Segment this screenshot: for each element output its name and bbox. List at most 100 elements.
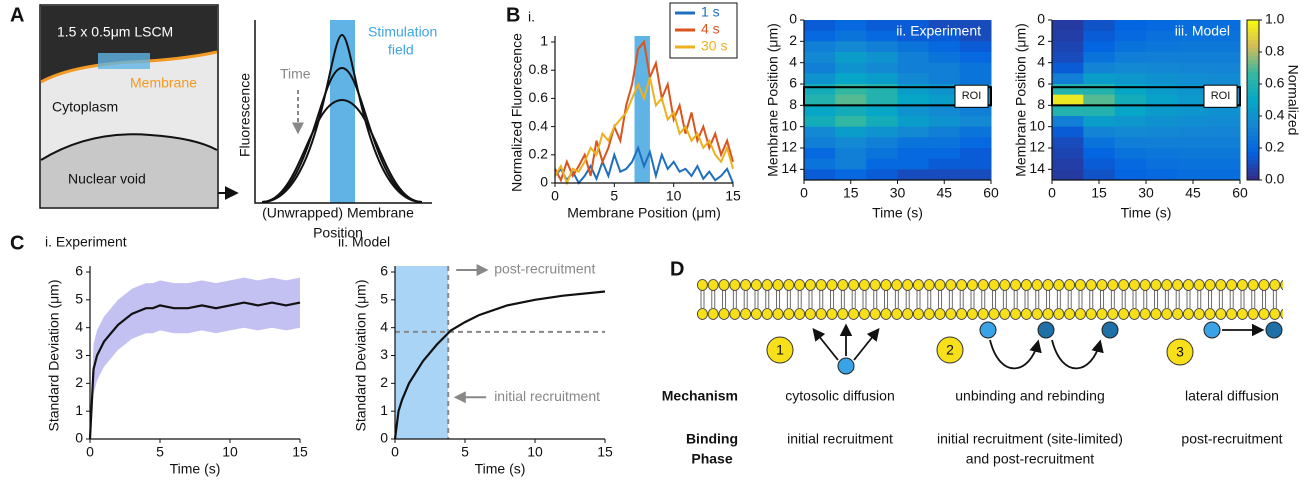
colorbar-step <box>1247 24 1259 29</box>
x-axis-label: Time (s) <box>872 205 923 221</box>
heatmap-cell <box>1083 127 1115 138</box>
colorbar-step <box>1247 152 1259 157</box>
heatmap-cell <box>898 84 930 95</box>
heatmap-cell <box>1209 63 1241 74</box>
colorbar-step <box>1247 136 1259 141</box>
heatmap-cell <box>866 127 898 138</box>
y-axis-label: Fluorescence <box>237 73 253 157</box>
colorbar-step <box>1247 80 1259 85</box>
heatmap-cell <box>1146 52 1178 63</box>
y-axis-label: Membrane Position (μm) <box>1013 23 1029 177</box>
heatmap-cell <box>804 20 836 31</box>
heatmap-cell <box>1146 63 1178 74</box>
field-label: Stimulation <box>368 24 437 40</box>
heatmap-cell <box>1083 84 1115 95</box>
heatmap-cell <box>866 105 898 116</box>
heatmap-cell <box>1177 63 1209 74</box>
colorbar-step <box>1247 128 1259 133</box>
colorbar-step <box>1247 68 1259 73</box>
chart: post-recruitmentinitial recruitment05101… <box>338 234 613 477</box>
y-tick-label: 1 <box>540 33 548 49</box>
heatmap-cell <box>866 52 898 63</box>
x-axis-label: Time (s) <box>1121 205 1172 221</box>
x-axis-label: Membrane Position (μm) <box>567 205 721 221</box>
heatmap-cell <box>1146 41 1178 52</box>
colorbar-tick-label: 0.8 <box>1265 43 1285 59</box>
heatmap-cell <box>1209 41 1241 52</box>
heatmap-cell <box>804 41 836 52</box>
heatmap-cell <box>1115 137 1147 148</box>
x-tick-label: 5 <box>461 444 469 460</box>
colorbar-step <box>1247 116 1259 121</box>
heatmap-cell <box>1115 95 1147 106</box>
annotation: post-recruitment <box>494 261 595 277</box>
heatmap-cell <box>1052 84 1084 95</box>
x-tick-label: 10 <box>222 444 238 460</box>
heatmap-cell <box>1083 169 1115 180</box>
heatmap-cell <box>804 116 836 127</box>
heatmap-cell <box>929 116 961 127</box>
heatmap-cell <box>960 137 992 148</box>
x-tick-label: 0 <box>551 188 559 204</box>
legend-label: 30 s <box>701 38 727 54</box>
y-tick-label: 6 <box>75 263 83 279</box>
heatmap-cell <box>898 52 930 63</box>
heatmap-cell <box>866 20 898 31</box>
heatmap-cell <box>1209 116 1241 127</box>
heatmap-cell <box>866 148 898 159</box>
y-tick-label: 2 <box>789 32 797 48</box>
chart-title: i. Experiment <box>45 234 127 250</box>
heatmap-cell <box>835 84 867 95</box>
x-tick-label: 0 <box>800 185 808 201</box>
heatmap-cell <box>1052 95 1084 106</box>
heatmap-cell <box>804 127 836 138</box>
heatmap-cell <box>866 63 898 74</box>
heatmap-cell <box>898 137 930 148</box>
colorbar-step <box>1247 36 1259 41</box>
heatmap-cell <box>1083 95 1115 106</box>
heatmap-cell <box>866 116 898 127</box>
heatmap-cell <box>929 169 961 180</box>
heatmap-cell <box>929 41 961 52</box>
phase: and post-recruitment <box>966 451 1095 467</box>
x-tick-label: 15 <box>292 444 308 460</box>
heatmap-cell <box>898 169 930 180</box>
row-header: Binding <box>686 431 738 447</box>
colorbar-step <box>1247 160 1259 165</box>
heatmap-cell <box>1146 31 1178 42</box>
heatmap-cell <box>835 63 867 74</box>
heatmap-cell <box>835 95 867 106</box>
y-tick-label: 4 <box>75 318 83 334</box>
membrane-label: Membrane <box>130 75 197 91</box>
colorbar-step <box>1247 76 1259 81</box>
heatmap-cell <box>1146 116 1178 127</box>
heatmap-cell <box>898 73 930 84</box>
heatmap-cell <box>835 169 867 180</box>
x-tick-label: 0 <box>1048 185 1056 201</box>
colorbar-step <box>1247 96 1259 101</box>
colorbar-step <box>1247 148 1259 153</box>
heatmap-cell <box>1083 148 1115 159</box>
heatmap-cell <box>804 31 836 42</box>
field-label: field <box>388 42 414 58</box>
panel-label: A <box>10 4 24 26</box>
heatmap-cell <box>929 73 961 84</box>
y-tick-label: 1 <box>380 402 388 418</box>
fluorescence-schematic: Time Stimulation field Fluorescence (Unw… <box>237 20 438 241</box>
heatmap-cell <box>1146 127 1178 138</box>
heatmap-cell <box>1177 137 1209 148</box>
y-tick-label: 2 <box>1037 32 1045 48</box>
heatmap-cell <box>960 52 992 63</box>
heatmap-cell <box>1177 127 1209 138</box>
heatmap-cell <box>898 148 930 159</box>
y-tick-label: 14 <box>781 160 797 176</box>
colorbar-step <box>1247 124 1259 129</box>
colorbar-step <box>1247 144 1259 149</box>
y-tick-label: 0.6 <box>529 89 549 105</box>
row-header: Mechanism <box>662 388 738 404</box>
heatmap-cell <box>866 41 898 52</box>
membrane-diagram: 1 2 3 <box>697 278 1283 374</box>
heatmap-cell <box>1083 31 1115 42</box>
heatmap-cell <box>898 127 930 138</box>
heatmap-cell <box>1209 137 1241 148</box>
